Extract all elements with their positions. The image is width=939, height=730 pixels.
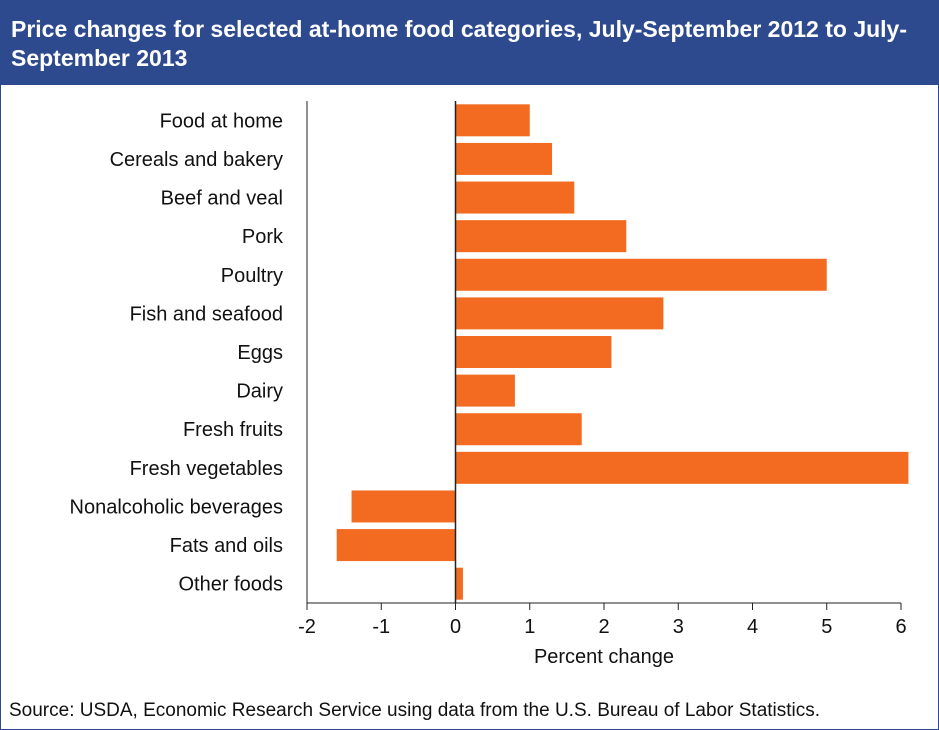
- category-label: Cereals and bakery: [110, 149, 283, 171]
- x-tick-label: 4: [747, 616, 758, 638]
- category-label: Dairy: [236, 381, 283, 403]
- bar-food-at-home: [455, 104, 530, 137]
- bar-fats-and-oils: [336, 529, 456, 562]
- category-label: Fresh vegetables: [130, 458, 283, 480]
- category-label: Other foods: [178, 574, 283, 596]
- x-tick-label: 5: [821, 616, 832, 638]
- bar-beef-and-veal: [455, 181, 575, 214]
- category-label: Beef and veal: [161, 188, 283, 210]
- bar-eggs: [455, 336, 612, 368]
- bar-fish-and-seafood: [455, 297, 664, 330]
- x-tick-label: 3: [673, 616, 684, 638]
- category-label: Fish and seafood: [130, 303, 283, 325]
- category-label: Poultry: [221, 265, 283, 287]
- category-label: Nonalcoholic beverages: [70, 496, 283, 518]
- x-axis-label: Percent change: [534, 646, 674, 668]
- bar-poultry: [455, 258, 827, 291]
- category-label: Food at home: [160, 110, 283, 132]
- x-tick-label: -1: [372, 616, 390, 638]
- x-tick-label: 1: [524, 616, 535, 638]
- category-label: Fats and oils: [170, 535, 283, 557]
- category-label: Eggs: [237, 342, 283, 364]
- chart-title: Price changes for selected at-home food …: [11, 16, 908, 71]
- bar-cereals-and-bakery: [455, 142, 553, 175]
- x-tick-label: -2: [298, 616, 316, 638]
- x-tick-label: 2: [598, 616, 609, 638]
- bar-chart: Food at home Cereals and bakery Beef and v…: [70, 101, 909, 668]
- bar-dairy: [455, 374, 515, 407]
- x-tick-label: 0: [450, 616, 461, 638]
- source-note: Source: USDA, Economic Research Service …: [9, 700, 821, 721]
- bar-nonalcoholic-beverages: [351, 490, 456, 523]
- bar-other-foods: [455, 567, 463, 600]
- x-tick-label: 6: [895, 616, 906, 638]
- bar-pork: [455, 220, 627, 253]
- category-label: Fresh fruits: [183, 419, 283, 441]
- bar-fresh-fruits: [455, 413, 582, 446]
- category-label: Pork: [242, 226, 284, 248]
- bar-fresh-vegetables: [455, 451, 909, 484]
- chart-header: Price changes for selected at-home food …: [1, 1, 938, 85]
